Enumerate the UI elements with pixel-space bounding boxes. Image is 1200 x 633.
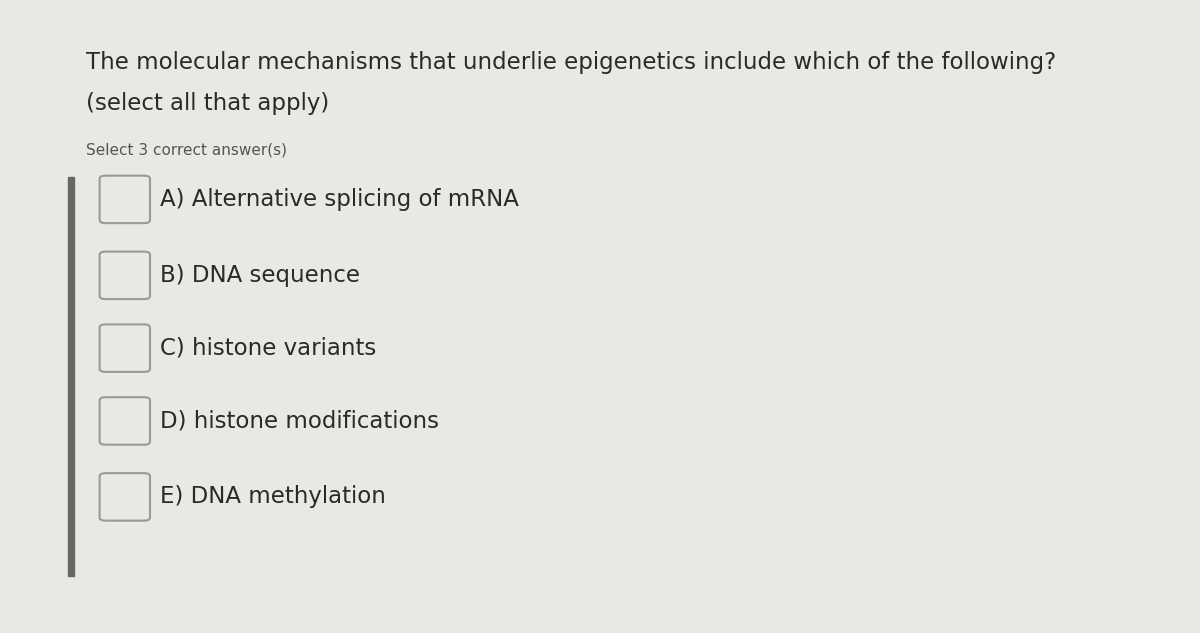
- Text: (select all that apply): (select all that apply): [86, 92, 330, 115]
- Text: B) DNA sequence: B) DNA sequence: [160, 264, 360, 287]
- Bar: [68, 177, 74, 576]
- Text: C) histone variants: C) histone variants: [160, 337, 376, 360]
- FancyBboxPatch shape: [100, 325, 150, 372]
- Text: A) Alternative splicing of mRNA: A) Alternative splicing of mRNA: [160, 188, 518, 211]
- FancyBboxPatch shape: [100, 473, 150, 520]
- FancyBboxPatch shape: [100, 252, 150, 299]
- Text: Select 3 correct answer(s): Select 3 correct answer(s): [86, 142, 288, 158]
- Text: E) DNA methylation: E) DNA methylation: [160, 486, 385, 508]
- FancyBboxPatch shape: [100, 398, 150, 444]
- FancyBboxPatch shape: [100, 175, 150, 223]
- Text: The molecular mechanisms that underlie epigenetics include which of the followin: The molecular mechanisms that underlie e…: [86, 51, 1057, 73]
- Text: D) histone modifications: D) histone modifications: [160, 410, 439, 432]
